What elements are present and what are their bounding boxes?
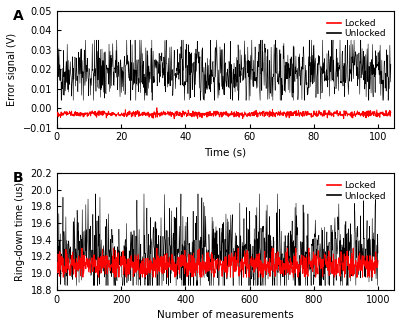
- Y-axis label: Ring-down time (us): Ring-down time (us): [15, 182, 25, 281]
- X-axis label: Time (s): Time (s): [205, 148, 247, 158]
- Text: A: A: [13, 9, 24, 23]
- Legend: Locked, Unlocked: Locked, Unlocked: [324, 178, 389, 204]
- Legend: Locked, Unlocked: Locked, Unlocked: [324, 15, 389, 42]
- Y-axis label: Error signal (V): Error signal (V): [7, 33, 17, 106]
- Text: B: B: [13, 171, 24, 185]
- X-axis label: Number of measurements: Number of measurements: [157, 310, 294, 320]
